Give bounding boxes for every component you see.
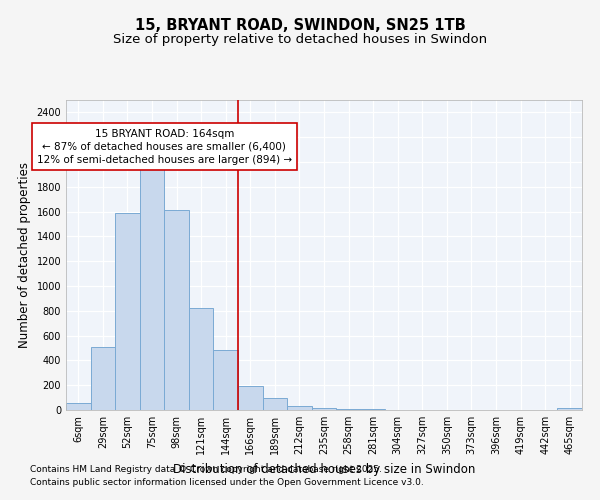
Bar (115, 213, 140, 410)
Bar (91, 347, 115, 410)
Bar (336, 408, 361, 410)
Bar (189, 308, 214, 410)
Bar (140, 167, 164, 410)
Bar (312, 408, 336, 410)
Bar (214, 350, 238, 410)
Text: 15 BRYANT ROAD: 164sqm
← 87% of detached houses are smaller (6,400)
12% of semi-: 15 BRYANT ROAD: 164sqm ← 87% of detached… (37, 128, 292, 165)
Bar (287, 406, 312, 410)
Bar (164, 210, 189, 410)
Text: 15, BRYANT ROAD, SWINDON, SN25 1TB: 15, BRYANT ROAD, SWINDON, SN25 1TB (134, 18, 466, 32)
Bar (557, 408, 582, 410)
Text: Contains HM Land Registry data © Crown copyright and database right 2025.: Contains HM Land Registry data © Crown c… (30, 466, 382, 474)
Text: Contains public sector information licensed under the Open Government Licence v3: Contains public sector information licen… (30, 478, 424, 487)
Bar (263, 398, 287, 410)
Bar (238, 386, 263, 410)
Text: Size of property relative to detached houses in Swindon: Size of property relative to detached ho… (113, 32, 487, 46)
X-axis label: Distribution of detached houses by size in Swindon: Distribution of detached houses by size … (173, 462, 475, 475)
Bar (66, 403, 91, 410)
Y-axis label: Number of detached properties: Number of detached properties (18, 162, 31, 348)
